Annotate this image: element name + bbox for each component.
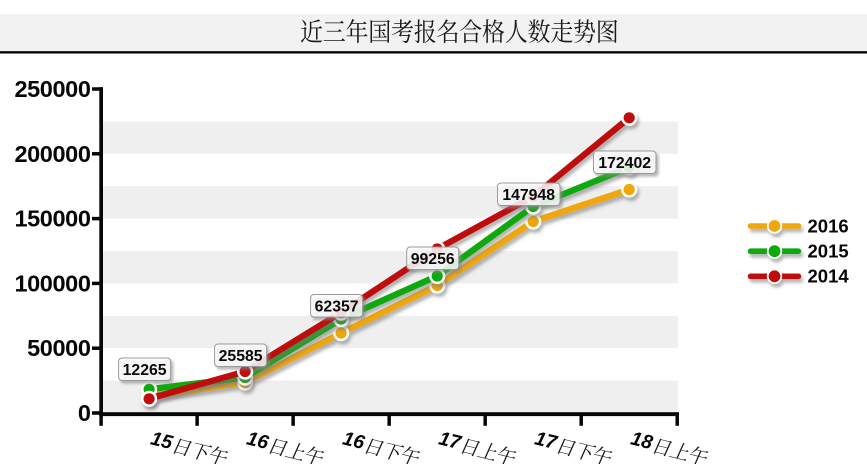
svg-text:100000: 100000 — [14, 270, 90, 296]
svg-text:12265: 12265 — [123, 362, 167, 379]
svg-text:18: 18 — [628, 428, 655, 455]
svg-text:99256: 99256 — [411, 251, 455, 268]
svg-text:16: 16 — [340, 428, 367, 455]
svg-text:2015: 2015 — [808, 241, 849, 262]
svg-text:50000: 50000 — [27, 335, 91, 361]
svg-text:150000: 150000 — [14, 206, 90, 232]
svg-text:2014: 2014 — [808, 266, 850, 287]
svg-text:2016: 2016 — [808, 215, 849, 236]
svg-text:62357: 62357 — [315, 298, 359, 315]
svg-text:147948: 147948 — [502, 187, 555, 204]
svg-text:200000: 200000 — [14, 141, 90, 167]
svg-text:25585: 25585 — [219, 348, 263, 365]
svg-text:250000: 250000 — [14, 76, 90, 102]
svg-text:16: 16 — [244, 428, 271, 455]
svg-text:0: 0 — [78, 400, 91, 426]
svg-text:172402: 172402 — [598, 155, 651, 172]
